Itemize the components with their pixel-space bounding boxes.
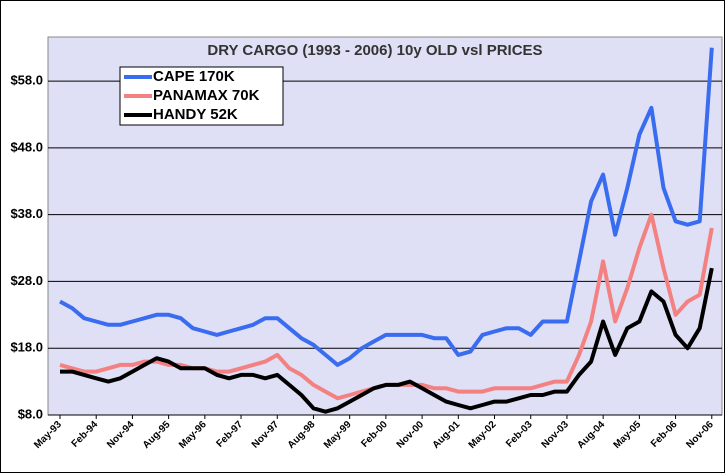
legend-label: HANDY 52K bbox=[153, 106, 238, 123]
y-tick-label: $58.0 bbox=[10, 73, 43, 88]
lines bbox=[59, 47, 714, 414]
legend: CAPE 170K PANAMAX 70K HANDY 52K bbox=[119, 66, 284, 126]
y-tick-label: $38.0 bbox=[10, 206, 43, 221]
y-tick-label: $18.0 bbox=[10, 340, 43, 355]
legend-label: CAPE 170K bbox=[153, 68, 235, 85]
y-tick-label: $28.0 bbox=[10, 273, 43, 288]
series-line bbox=[60, 267, 714, 414]
y-tick-label: $48.0 bbox=[10, 139, 43, 154]
series-line bbox=[59, 47, 714, 367]
legend-label: PANAMAX 70K bbox=[153, 87, 260, 104]
y-tick-label: $8.0 bbox=[18, 406, 43, 421]
chart-title: DRY CARGO (1993 - 2006) 10y OLD vsl PRIC… bbox=[207, 42, 542, 59]
